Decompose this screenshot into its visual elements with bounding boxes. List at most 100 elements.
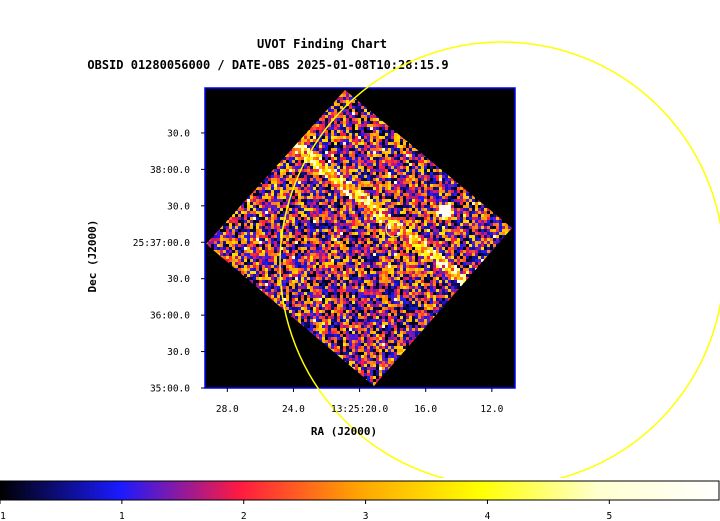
image-pixel — [229, 217, 232, 220]
image-pixel — [388, 166, 391, 169]
image-pixel — [331, 139, 334, 142]
image-pixel — [304, 166, 307, 169]
image-pixel — [364, 190, 367, 193]
image-pixel — [307, 208, 310, 211]
image-pixel — [472, 202, 475, 205]
image-pixel — [469, 199, 472, 202]
image-pixel — [301, 172, 304, 175]
image-pixel — [286, 229, 289, 232]
image-pixel — [316, 127, 319, 130]
image-pixel — [340, 169, 343, 172]
image-pixel — [418, 199, 421, 202]
image-pixel — [364, 226, 367, 229]
image-pixel — [283, 202, 286, 205]
image-pixel — [346, 106, 349, 109]
image-pixel — [460, 229, 463, 232]
image-pixel — [481, 220, 484, 223]
image-pixel — [295, 166, 298, 169]
image-pixel — [352, 208, 355, 211]
image-pixel — [259, 187, 262, 190]
image-pixel — [340, 175, 343, 178]
image-pixel — [391, 217, 394, 220]
image-pixel — [328, 142, 331, 145]
image-pixel — [403, 154, 406, 157]
image-pixel — [478, 226, 481, 229]
image-pixel — [346, 118, 349, 121]
image-pixel — [313, 226, 316, 229]
image-pixel — [349, 163, 352, 166]
image-pixel — [358, 181, 361, 184]
image-pixel — [322, 208, 325, 211]
image-pixel — [313, 175, 316, 178]
image-pixel — [331, 208, 334, 211]
image-pixel — [373, 178, 376, 181]
image-pixel — [382, 217, 385, 220]
image-pixel — [334, 202, 337, 205]
image-pixel — [361, 205, 364, 208]
image-pixel — [448, 205, 451, 208]
image-pixel — [286, 220, 289, 223]
image-pixel — [373, 130, 376, 133]
image-pixel — [358, 229, 361, 232]
image-pixel — [382, 229, 385, 232]
image-pixel — [430, 172, 433, 175]
image-pixel — [403, 184, 406, 187]
image-pixel — [292, 154, 295, 157]
image-pixel — [349, 199, 352, 202]
image-pixel — [499, 220, 502, 223]
image-pixel — [436, 205, 439, 208]
image-pixel — [373, 211, 376, 214]
image-pixel — [370, 211, 373, 214]
image-pixel — [397, 133, 400, 136]
image-pixel — [340, 139, 343, 142]
image-pixel — [301, 157, 304, 160]
image-pixel — [322, 133, 325, 136]
image-pixel — [370, 166, 373, 169]
image-pixel — [376, 202, 379, 205]
image-pixel — [412, 211, 415, 214]
image-pixel — [418, 154, 421, 157]
image-pixel — [307, 172, 310, 175]
image-pixel — [331, 109, 334, 112]
image-pixel — [463, 217, 466, 220]
image-pixel — [328, 199, 331, 202]
image-pixel — [286, 202, 289, 205]
image-pixel — [253, 196, 256, 199]
image-pixel — [322, 118, 325, 121]
image-pixel — [313, 136, 316, 139]
image-pixel — [364, 229, 367, 232]
image-pixel — [307, 217, 310, 220]
image-pixel — [304, 220, 307, 223]
image-pixel — [367, 163, 370, 166]
image-pixel — [361, 121, 364, 124]
image-pixel — [337, 139, 340, 142]
image-pixel — [316, 196, 319, 199]
image-pixel — [322, 181, 325, 184]
image-pixel — [289, 163, 292, 166]
image-pixel — [469, 226, 472, 229]
image-pixel — [376, 130, 379, 133]
image-pixel — [403, 217, 406, 220]
image-pixel — [469, 217, 472, 220]
image-pixel — [388, 139, 391, 142]
image-pixel — [424, 220, 427, 223]
image-pixel — [472, 208, 475, 211]
image-pixel — [337, 130, 340, 133]
image-pixel — [313, 190, 316, 193]
image-pixel — [385, 223, 388, 226]
image-pixel — [325, 208, 328, 211]
image-pixel — [331, 187, 334, 190]
image-pixel — [265, 205, 268, 208]
image-pixel — [334, 154, 337, 157]
image-pixel — [358, 142, 361, 145]
image-pixel — [334, 208, 337, 211]
image-pixel — [307, 196, 310, 199]
image-pixel — [295, 172, 298, 175]
image-pixel — [349, 226, 352, 229]
image-pixel — [406, 217, 409, 220]
image-pixel — [427, 160, 430, 163]
image-pixel — [325, 163, 328, 166]
image-pixel — [283, 211, 286, 214]
image-pixel — [247, 199, 250, 202]
image-pixel — [328, 136, 331, 139]
